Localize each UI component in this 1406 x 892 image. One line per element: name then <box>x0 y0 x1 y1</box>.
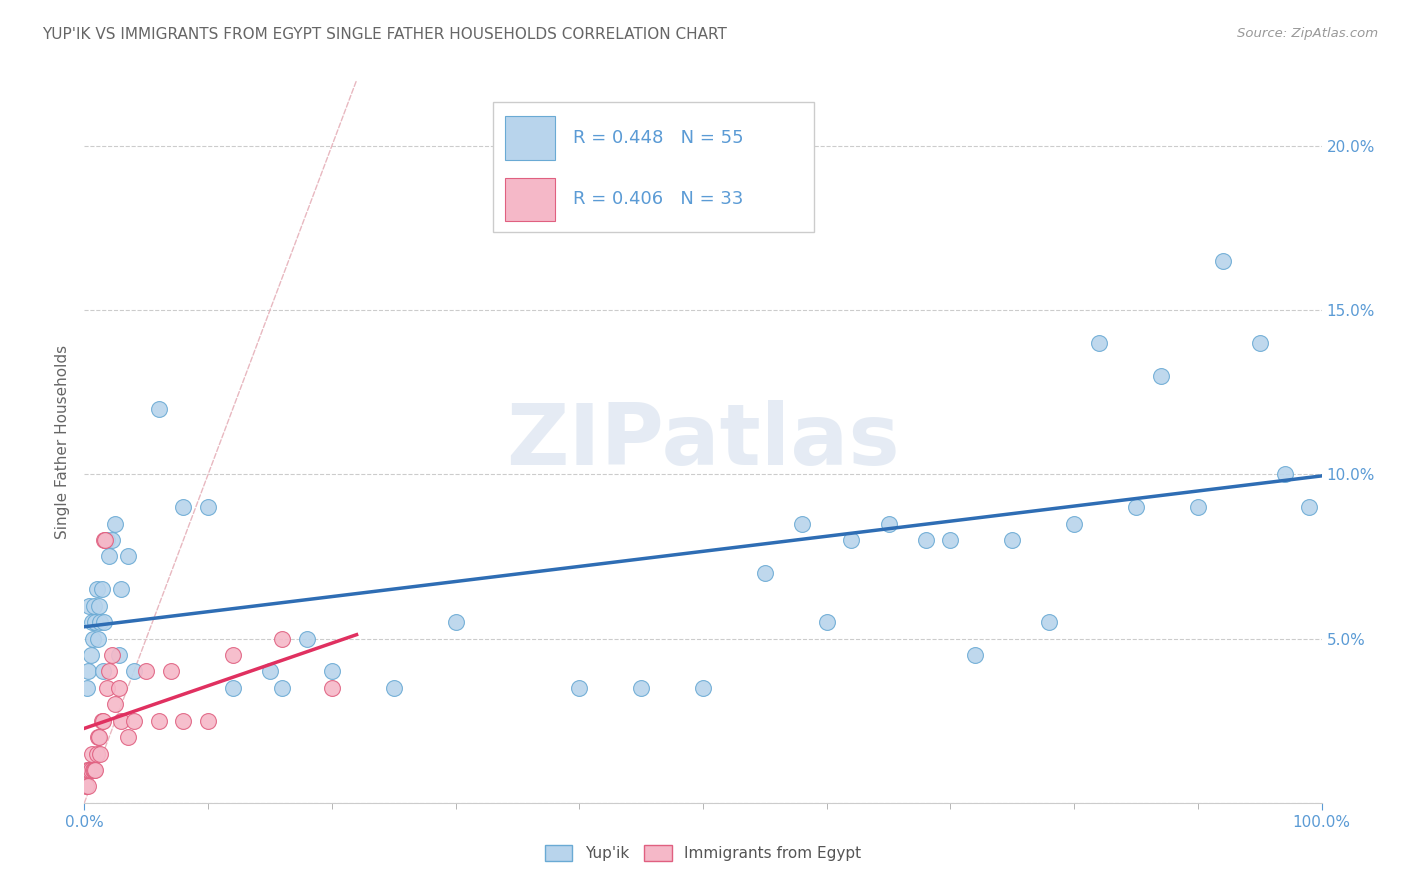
Point <box>321 681 343 695</box>
Point <box>93 615 115 630</box>
Point <box>939 533 962 547</box>
Y-axis label: Single Father Households: Single Father Households <box>55 344 70 539</box>
Point <box>148 714 170 728</box>
FancyBboxPatch shape <box>492 102 814 232</box>
Text: ZIPatlas: ZIPatlas <box>506 400 900 483</box>
Point <box>100 533 122 547</box>
Point <box>83 763 105 777</box>
Point <box>172 500 194 515</box>
Point <box>1274 467 1296 482</box>
Text: R = 0.448   N = 55: R = 0.448 N = 55 <box>574 129 744 147</box>
Point <box>1063 516 1085 531</box>
Point <box>1125 500 1147 515</box>
Point <box>877 516 900 531</box>
Text: Source: ZipAtlas.com: Source: ZipAtlas.com <box>1237 27 1378 40</box>
Legend: Yup'ik, Immigrants from Egypt: Yup'ik, Immigrants from Egypt <box>538 839 868 867</box>
Point <box>82 632 104 646</box>
Bar <box>505 117 554 160</box>
Point <box>91 665 114 679</box>
Point <box>197 714 219 728</box>
Point <box>117 549 139 564</box>
Point <box>160 665 183 679</box>
Point <box>94 533 117 547</box>
Point <box>86 582 108 597</box>
Point <box>110 582 132 597</box>
Point <box>815 615 838 630</box>
Point <box>108 648 131 662</box>
Point <box>914 533 936 547</box>
Point <box>84 615 107 630</box>
Point <box>295 632 318 646</box>
Point <box>1001 533 1024 547</box>
Point <box>90 582 112 597</box>
Point <box>222 648 245 662</box>
Point <box>630 681 652 695</box>
Text: YUP'IK VS IMMIGRANTS FROM EGYPT SINGLE FATHER HOUSEHOLDS CORRELATION CHART: YUP'IK VS IMMIGRANTS FROM EGYPT SINGLE F… <box>42 27 727 42</box>
Point <box>197 500 219 515</box>
Point <box>444 615 467 630</box>
Point <box>754 566 776 580</box>
Point <box>98 665 121 679</box>
Point <box>91 714 114 728</box>
Point <box>76 763 98 777</box>
Point <box>122 714 145 728</box>
Point <box>271 681 294 695</box>
Point <box>83 599 105 613</box>
Point <box>82 763 104 777</box>
Point <box>117 730 139 744</box>
Point <box>89 730 111 744</box>
Point <box>104 698 127 712</box>
Point <box>271 632 294 646</box>
Point <box>80 615 103 630</box>
Point <box>89 599 111 613</box>
Point <box>89 747 111 761</box>
Point <box>93 533 115 547</box>
Point <box>79 763 101 777</box>
Point <box>692 681 714 695</box>
Point <box>104 516 127 531</box>
Point <box>84 763 107 777</box>
Point <box>86 747 108 761</box>
Point <box>568 681 591 695</box>
Point <box>87 632 110 646</box>
Point <box>96 681 118 695</box>
Point <box>122 665 145 679</box>
Point <box>108 681 131 695</box>
Point <box>1038 615 1060 630</box>
Point <box>87 730 110 744</box>
Point <box>382 681 405 695</box>
Point <box>89 615 111 630</box>
Point <box>841 533 863 547</box>
Point <box>1088 336 1111 351</box>
Point <box>259 665 281 679</box>
Point <box>965 648 987 662</box>
Point <box>1187 500 1209 515</box>
Point <box>77 780 100 794</box>
Point <box>222 681 245 695</box>
Point <box>790 516 813 531</box>
Point <box>98 549 121 564</box>
Bar <box>505 178 554 221</box>
Point <box>1249 336 1271 351</box>
Point <box>79 648 101 662</box>
Point <box>321 665 343 679</box>
Point <box>172 714 194 728</box>
Point <box>77 665 100 679</box>
Point <box>75 780 97 794</box>
Point <box>76 681 98 695</box>
Point <box>79 763 101 777</box>
Point <box>148 401 170 416</box>
Point <box>100 648 122 662</box>
Point <box>110 714 132 728</box>
Point <box>80 747 103 761</box>
Point <box>1150 368 1173 383</box>
Text: R = 0.406   N = 33: R = 0.406 N = 33 <box>574 191 744 209</box>
Point <box>90 714 112 728</box>
Point <box>135 665 157 679</box>
Point <box>96 533 118 547</box>
Point <box>79 599 101 613</box>
Point <box>1298 500 1320 515</box>
Point <box>1212 253 1234 268</box>
